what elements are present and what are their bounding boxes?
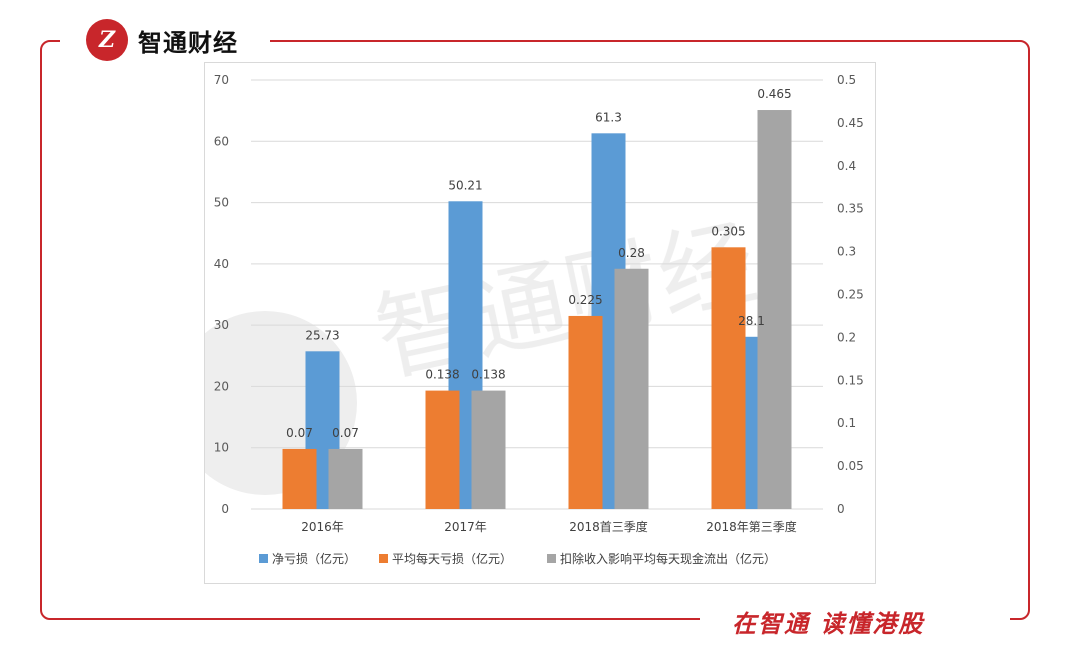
right-axis-tick-label: 0.35 [837, 202, 864, 216]
right-axis-tick-label: 0 [837, 502, 845, 516]
legend-label: 平均每天亏损（亿元） [392, 551, 512, 566]
data-label-cash-outflow: 0.465 [757, 87, 791, 101]
right-axis-tick-label: 0.3 [837, 245, 856, 259]
data-label-avg-daily-loss: 0.07 [286, 426, 313, 440]
data-label-net-loss: 25.73 [305, 328, 339, 342]
footer-gap [700, 604, 1010, 634]
data-label-cash-outflow: 0.07 [332, 426, 359, 440]
x-axis-category-label: 2017年 [444, 520, 487, 534]
data-label-cash-outflow: 0.138 [471, 368, 505, 382]
left-axis-tick-label: 10 [214, 441, 229, 455]
right-axis-tick-label: 0.25 [837, 288, 864, 302]
brand-logo: Z 智通财经 [86, 17, 238, 63]
legend-swatch [259, 554, 268, 563]
right-axis-tick-label: 0.4 [837, 159, 856, 173]
left-axis-tick-label: 50 [214, 196, 229, 210]
left-axis-tick-label: 0 [221, 502, 229, 516]
legend-label: 净亏损（亿元） [272, 551, 356, 566]
right-axis-tick-label: 0.15 [837, 373, 864, 387]
chart-container: 智通财经 25.73 0.07 0.07 50.21 0.138 0.138 61.3 0.2… [204, 62, 876, 584]
right-axis-tick-label: 0.45 [837, 116, 864, 130]
legend-label: 扣除收入影响平均每天现金流出（亿元） [560, 551, 776, 566]
legend-swatch [379, 554, 388, 563]
bar-cash-outflow [471, 390, 506, 509]
data-label-net-loss: 28.1 [738, 314, 765, 328]
right-axis-tick-label: 0.1 [837, 416, 856, 430]
data-label-net-loss: 61.3 [595, 110, 622, 124]
left-axis-tick-label: 20 [214, 379, 229, 393]
bar-avg-daily-loss [568, 315, 603, 509]
brand-logo-icon: Z [86, 19, 128, 61]
brand-name: 智通财经 [138, 28, 238, 57]
bar-avg-daily-loss [425, 390, 460, 509]
right-axis-tick-label: 0.2 [837, 330, 856, 344]
card-frame [40, 40, 1030, 620]
left-axis-tick-label: 40 [214, 257, 229, 271]
data-label-avg-daily-loss: 0.138 [425, 368, 459, 382]
data-label-avg-daily-loss: 0.225 [568, 293, 602, 307]
bar-avg-daily-loss [282, 448, 317, 509]
left-axis-tick-label: 60 [214, 134, 229, 148]
x-axis-category-label: 2016年 [301, 520, 344, 534]
right-axis-tick-label: 0.05 [837, 459, 864, 473]
right-axis-tick-label: 0.5 [837, 73, 856, 87]
x-axis-category-label: 2018首三季度 [569, 519, 648, 534]
left-axis-tick-label: 70 [214, 73, 229, 87]
left-axis-tick-label: 30 [214, 318, 229, 332]
bar-cash-outflow [757, 110, 792, 509]
data-label-avg-daily-loss: 0.305 [711, 224, 745, 238]
bar-cash-outflow [614, 268, 649, 509]
data-label-cash-outflow: 0.28 [618, 246, 645, 260]
bar-avg-daily-loss [711, 247, 746, 509]
bar-cash-outflow [328, 448, 363, 509]
legend-swatch [547, 554, 556, 563]
slogan: 在智通 读懂港股 [732, 610, 925, 638]
data-label-net-loss: 50.21 [448, 178, 482, 192]
x-axis-category-label: 2018年第三季度 [706, 519, 797, 534]
